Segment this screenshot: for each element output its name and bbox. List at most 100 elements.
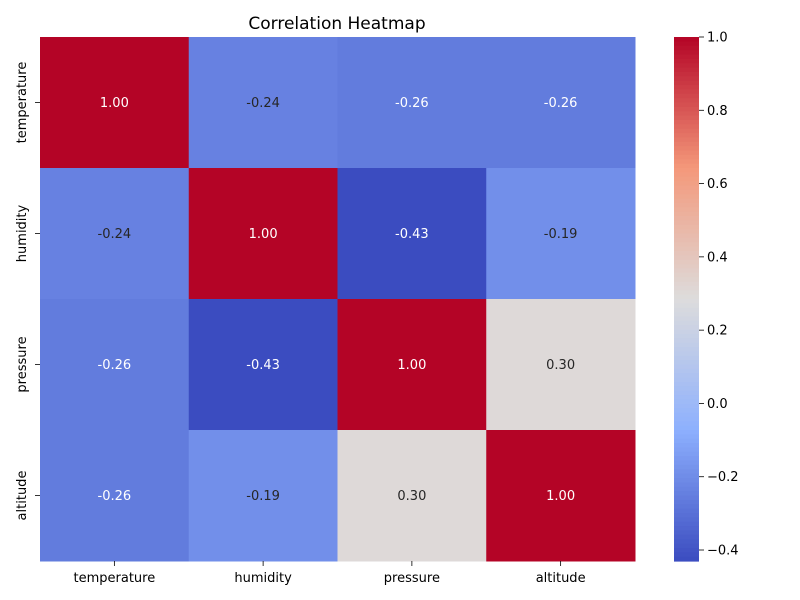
heatmap-cell-pressure-altitude xyxy=(486,299,636,431)
cell-value-label: 1.00 xyxy=(100,96,129,111)
colorbar-band xyxy=(674,246,699,252)
colorbar-band xyxy=(674,67,699,73)
colorbar-band xyxy=(674,355,699,361)
colorbar-band xyxy=(674,425,699,431)
x-tick-label-humidity: humidity xyxy=(234,571,292,586)
colorbar-band xyxy=(674,76,699,82)
heatmap-cell-altitude-temperature xyxy=(40,430,190,562)
colorbar-band xyxy=(674,539,699,545)
cell-value-label: -0.19 xyxy=(246,489,280,504)
colorbar-band xyxy=(674,430,699,435)
colorbar-band xyxy=(674,185,699,191)
colorbar-band xyxy=(674,58,699,64)
colorbar-band xyxy=(674,150,699,156)
colorbar-tick-label: 0.4 xyxy=(707,250,728,265)
colorbar-band xyxy=(674,386,699,392)
heatmap-cell-temperature-temperature xyxy=(40,37,190,169)
colorbar-band xyxy=(674,255,699,261)
x-tick-label-altitude: altitude xyxy=(536,571,586,586)
cell-value-label: 0.30 xyxy=(546,358,575,373)
colorbar-band xyxy=(674,41,699,47)
cell-value-label: 0.30 xyxy=(397,489,426,504)
colorbar-band xyxy=(674,141,699,147)
heatmap-cell-temperature-altitude xyxy=(486,37,636,169)
heatmap-cell-pressure-pressure xyxy=(337,299,487,431)
colorbar-band xyxy=(674,154,699,160)
colorbar-band xyxy=(674,285,699,291)
colorbar-band xyxy=(674,250,699,256)
colorbar-band xyxy=(674,124,699,130)
colorbar-band xyxy=(674,93,699,99)
colorbar-band xyxy=(674,176,699,182)
colorbar-band xyxy=(674,102,699,108)
heatmap-cell-altitude-altitude xyxy=(486,430,636,562)
colorbar-band xyxy=(674,281,699,287)
colorbar-band xyxy=(674,89,699,95)
colorbar-band xyxy=(674,316,699,322)
colorbar-band xyxy=(674,373,699,379)
colorbar-band xyxy=(674,521,699,527)
colorbar-tick-label: 0.2 xyxy=(707,324,728,339)
colorbar-band xyxy=(674,338,699,344)
colorbar-band xyxy=(674,194,699,200)
colorbar-band xyxy=(674,242,699,248)
colorbar-band xyxy=(674,434,699,440)
colorbar-band xyxy=(674,364,699,370)
colorbar-band xyxy=(674,351,699,357)
colorbar-band xyxy=(674,133,699,139)
colorbar-band xyxy=(674,320,699,326)
cell-value-label: 1.00 xyxy=(397,358,426,373)
colorbar-band xyxy=(674,268,699,274)
colorbar-band xyxy=(674,294,699,300)
colorbar-band xyxy=(674,547,699,553)
colorbar-band xyxy=(674,54,699,60)
y-tick-label-pressure: pressure xyxy=(15,336,30,392)
colorbar-band xyxy=(674,307,699,313)
colorbar-band xyxy=(674,50,699,56)
heatmap-cell-humidity-humidity xyxy=(188,168,338,300)
cell-value-label: -0.24 xyxy=(98,227,132,242)
cell-value-label: -0.26 xyxy=(98,358,132,373)
colorbar-band xyxy=(674,45,699,51)
colorbar-band xyxy=(674,264,699,270)
colorbar-band xyxy=(674,508,699,514)
colorbar-band xyxy=(674,395,699,401)
colorbar-band xyxy=(674,460,699,466)
colorbar-band xyxy=(674,168,699,173)
cell-value-label: 1.00 xyxy=(546,489,575,504)
colorbar-band xyxy=(674,408,699,414)
colorbar-band xyxy=(674,71,699,77)
colorbar-band xyxy=(674,556,699,562)
y-tick-label-humidity: humidity xyxy=(15,204,30,262)
colorbar-band xyxy=(674,128,699,134)
colorbar-band xyxy=(674,189,699,195)
colorbar-band xyxy=(674,272,699,278)
colorbar-band xyxy=(674,137,699,143)
y-axis: temperature humidity pressure altitude xyxy=(15,62,40,520)
colorbar-band xyxy=(674,211,699,217)
cell-value-label: -0.43 xyxy=(395,227,429,242)
cell-value-label: -0.26 xyxy=(395,96,429,111)
colorbar-band xyxy=(674,399,699,405)
colorbar-band xyxy=(674,530,699,536)
heatmap-annotations: 1.00 -0.24 -0.26 -0.26 -0.24 1.00 -0.43 -0.19 -0… xyxy=(98,96,578,504)
heatmap-cell-pressure-humidity xyxy=(188,299,338,431)
colorbar-band xyxy=(674,347,699,352)
colorbar-band xyxy=(674,421,699,427)
cell-value-label: 1.00 xyxy=(249,227,278,242)
colorbar-tick-label: −0.2 xyxy=(707,470,739,485)
y-tick-label-temperature: temperature xyxy=(15,62,30,144)
colorbar-band xyxy=(674,534,699,540)
colorbar-band xyxy=(674,342,699,348)
colorbar-band xyxy=(674,115,699,121)
colorbar-band xyxy=(674,163,699,169)
colorbar-band xyxy=(674,526,699,532)
colorbar-band xyxy=(674,290,699,296)
colorbar-band xyxy=(674,552,699,558)
heatmap-cells xyxy=(40,37,636,562)
colorbar-band xyxy=(674,377,699,383)
colorbar-band xyxy=(674,478,699,483)
colorbar-band xyxy=(674,451,699,457)
colorbar-band xyxy=(674,85,699,90)
colorbar-band xyxy=(674,181,699,187)
